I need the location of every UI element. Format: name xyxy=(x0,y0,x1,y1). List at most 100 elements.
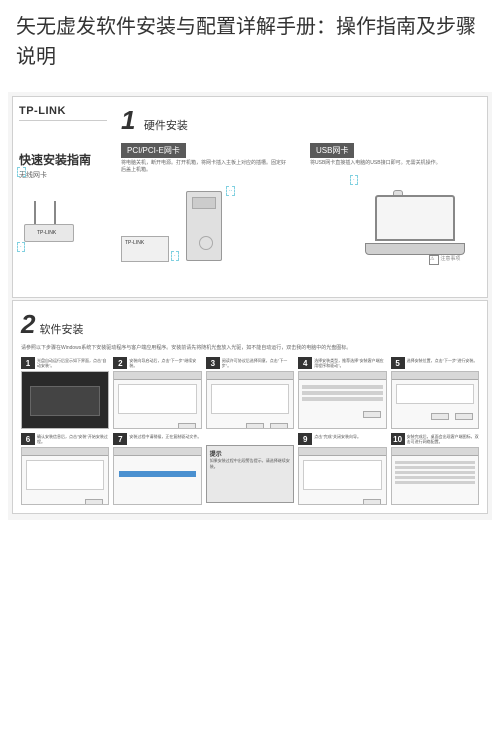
button-row xyxy=(114,418,200,429)
steps-grid: 1 光盘自动运行后显示如下界面，点击"自动安装"。 2 安装向导启动后，点击"下… xyxy=(21,357,479,505)
step-6: 6 确认安装信息后，点击"安装"开始安装过程。 xyxy=(21,433,109,505)
antenna-icon xyxy=(34,201,36,226)
mini-button-icon xyxy=(246,423,264,429)
window-chrome-icon xyxy=(299,448,385,456)
guide-title: 快速安装指南 xyxy=(19,151,107,168)
list-line-icon xyxy=(395,461,475,464)
list-line-icon xyxy=(395,466,475,469)
annotation-box: · xyxy=(171,251,179,261)
window-chrome-icon xyxy=(392,372,478,380)
manual-page-2: 2 软件安装 请参照以下步骤在Windows系统下安装驱动程序与客户端应用程序。… xyxy=(12,300,488,514)
software-section: 2 软件安装 请参照以下步骤在Windows系统下安装驱动程序与客户端应用程序。… xyxy=(13,301,487,513)
step-number: 10 xyxy=(391,433,405,445)
step-10: 10 安装完成后，桌面会出现客户端图标，双击可进行网络配置。 xyxy=(391,433,479,505)
mini-button-icon xyxy=(455,413,473,420)
section-number: 2 xyxy=(21,309,35,340)
manual-page-1: TP-LINK 快速安装指南 无线网卡 TP-LINK ·· · 1 硬件安装 xyxy=(12,96,488,298)
card-row: PCI/PCI-E网卡 将电脑关机，断开电源。打开机箱，将网卡插入主板上对应的插… xyxy=(121,140,479,281)
brand-logo: TP-LINK xyxy=(19,105,107,121)
mini-button-icon xyxy=(431,413,449,420)
step-screenshot xyxy=(298,371,386,429)
mini-button-icon xyxy=(363,411,381,418)
dialog-content-icon xyxy=(396,384,474,404)
step-screenshot xyxy=(391,447,479,505)
step-4: 4 选择安装类型，推荐选择"安装客户端应用程序和驱动"。 xyxy=(298,357,386,429)
antenna-icon xyxy=(54,201,56,226)
dialog-content-icon xyxy=(118,384,196,414)
step-screenshot xyxy=(21,371,109,429)
adapter-card-icon: TP-LINK xyxy=(121,236,169,262)
annotation-box: ·· xyxy=(17,167,26,177)
laptop-screen-icon xyxy=(375,195,455,241)
mini-button-icon xyxy=(270,423,288,429)
step-number: 3 xyxy=(206,357,220,369)
step-number: 6 xyxy=(21,433,35,445)
window-chrome-icon xyxy=(22,448,108,456)
button-row xyxy=(392,408,478,426)
laptop-icon xyxy=(365,195,465,255)
prompt-box: 提示 如果安装过程中出现警告提示，请选择继续安装。 xyxy=(206,445,294,503)
dark-dialog-icon xyxy=(30,386,100,416)
hardware-content: 1 硬件安装 PCI/PCI-E网卡 将电脑关机，断开电源。打开机箱，将网卡插入… xyxy=(113,97,487,297)
usb-desc: 将USB网卡直接插入电脑的USB接口即可。无需关机操作。 xyxy=(310,160,479,167)
usb-card-section: USB网卡 将USB网卡直接插入电脑的USB接口即可。无需关机操作。 ⚠ 注意事… xyxy=(310,140,479,281)
section2-header: 2 软件安装 xyxy=(21,309,479,340)
step-number: 2 xyxy=(113,357,127,369)
list-line-icon xyxy=(395,481,475,484)
dialog-content xyxy=(299,380,385,406)
window-chrome-icon xyxy=(114,448,200,456)
option-line-icon xyxy=(302,397,382,401)
annotation-box: ·· xyxy=(226,186,235,196)
step-screenshot xyxy=(391,371,479,429)
button-row xyxy=(22,494,108,505)
section2-desc: 请参照以下步骤在Windows系统下安装驱动程序与客户端应用程序。安装前请先将随… xyxy=(21,344,479,351)
dialog-content-icon xyxy=(26,460,104,490)
pci-header: PCI/PCI-E网卡 xyxy=(121,143,186,158)
button-row xyxy=(207,418,293,429)
progress-bar-icon xyxy=(119,471,195,477)
prompt-text: 如果安装过程中出现警告提示，请选择继续安装。 xyxy=(210,458,290,470)
warning-text: 注意事项 xyxy=(440,256,460,262)
step-screenshot xyxy=(21,447,109,505)
laptop-base-icon xyxy=(365,243,465,255)
dialog-content xyxy=(114,456,200,492)
list-line-icon xyxy=(395,471,475,474)
step-number: 5 xyxy=(391,357,405,369)
step-number: 7 xyxy=(113,433,127,445)
mini-button-icon xyxy=(363,499,381,505)
step-screenshot xyxy=(113,447,201,505)
prompt-title: 提示 xyxy=(210,449,290,458)
page-title: 矢无虚发软件安装与配置详解手册：操作指南及步骤说明 xyxy=(16,12,484,72)
pci-illustration: TP-LINK ·· · xyxy=(121,181,290,281)
section-title: 硬件安装 xyxy=(144,117,188,133)
window-chrome-icon xyxy=(299,372,385,380)
manual-container: TP-LINK 快速安装指南 无线网卡 TP-LINK ·· · 1 硬件安装 xyxy=(8,92,492,520)
button-row xyxy=(299,494,385,505)
window-chrome-icon xyxy=(392,448,478,456)
hardware-section: TP-LINK 快速安装指南 无线网卡 TP-LINK ·· · 1 硬件安装 xyxy=(13,97,487,297)
step-5: 5 选择安装位置，点击"下一步"进行安装。 xyxy=(391,357,479,429)
section-number: 1 xyxy=(121,105,135,136)
warning-icon: ⚠ xyxy=(429,255,439,265)
step-7: 7 安装过程中请稍候，正在复制驱动文件。 xyxy=(113,433,201,505)
section-header: 1 硬件安装 xyxy=(121,105,479,136)
page-header: 矢无虚发软件安装与配置详解手册：操作指南及步骤说明 xyxy=(0,0,500,84)
option-line-icon xyxy=(302,391,382,395)
router-brand-label: TP-LINK xyxy=(37,230,56,236)
usb-header: USB网卡 xyxy=(310,143,354,158)
dialog-content-icon xyxy=(303,460,381,490)
dialog-content xyxy=(392,456,478,489)
option-line-icon xyxy=(302,385,382,389)
sidebar: TP-LINK 快速安装指南 无线网卡 TP-LINK ·· · xyxy=(13,97,113,297)
guide-subtitle: 无线网卡 xyxy=(19,170,107,180)
list-line-icon xyxy=(395,476,475,479)
dialog-content-icon xyxy=(211,384,289,414)
step-screenshot xyxy=(206,371,294,429)
pci-card-section: PCI/PCI-E网卡 将电脑关机，断开电源。打开机箱，将网卡插入主板上对应的插… xyxy=(121,140,290,281)
router-body-icon: TP-LINK xyxy=(24,224,74,242)
annotation-box: · xyxy=(17,242,25,252)
step-number: 9 xyxy=(298,433,312,445)
mini-button-icon xyxy=(178,423,196,429)
step-8-prompt: 提示 如果安装过程中出现警告提示，请选择继续安装。 xyxy=(206,433,294,505)
step-number: 1 xyxy=(21,357,35,369)
